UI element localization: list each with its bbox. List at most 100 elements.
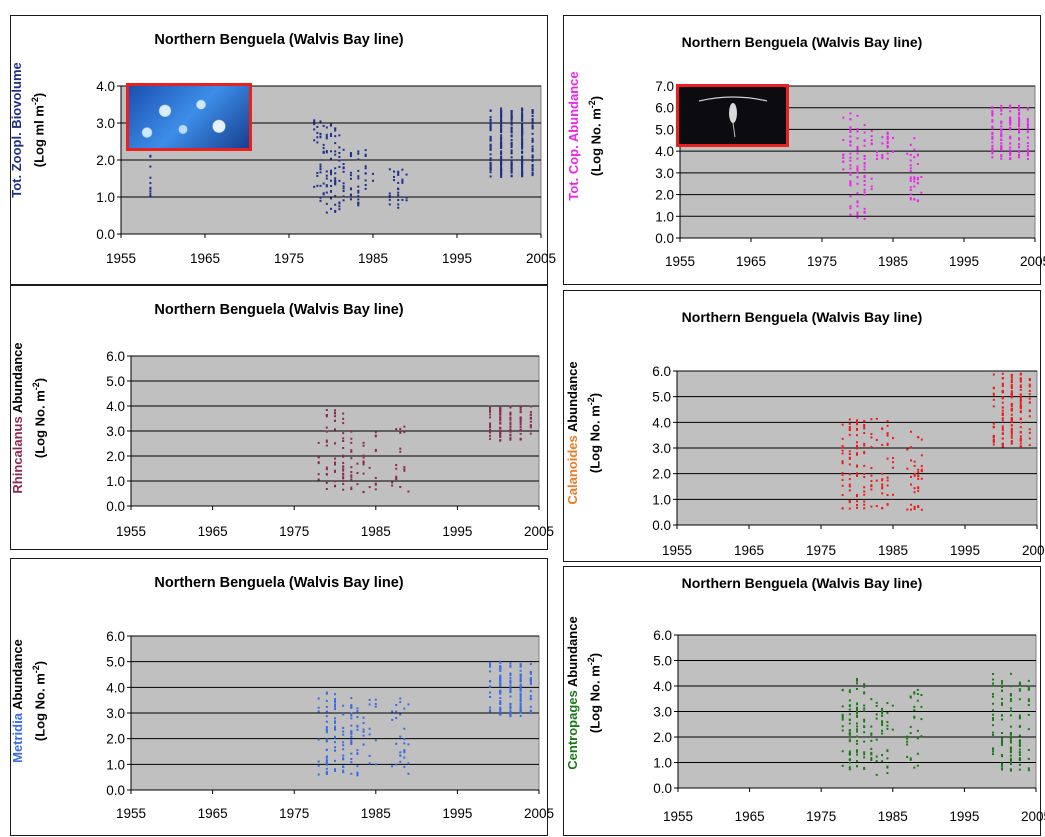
data-point <box>319 184 322 187</box>
data-point <box>863 452 866 455</box>
data-point <box>849 195 852 198</box>
data-point <box>510 151 513 154</box>
data-point <box>403 756 406 759</box>
x-tick-label: 2005 <box>1022 543 1045 558</box>
data-point <box>1009 157 1012 160</box>
data-point <box>1001 442 1004 445</box>
chart-panel-centropages: Northern Benguela (Walvis Bay line) Cent… <box>563 566 1045 836</box>
data-point <box>906 755 909 758</box>
data-point <box>848 422 851 425</box>
data-point <box>1026 149 1029 152</box>
data-point <box>356 462 359 465</box>
data-point <box>529 411 532 414</box>
data-point <box>1018 154 1021 157</box>
data-point <box>350 730 353 733</box>
data-point <box>991 112 994 115</box>
data-point <box>856 423 858 426</box>
data-point <box>1018 104 1021 107</box>
data-point <box>848 427 851 430</box>
data-point <box>397 199 400 202</box>
data-point <box>906 152 909 155</box>
data-point <box>1010 390 1013 393</box>
data-point <box>500 124 503 127</box>
data-point <box>848 758 851 761</box>
data-point <box>913 177 916 180</box>
data-point <box>841 460 844 463</box>
data-point <box>1027 748 1030 751</box>
y-tick-label: 2.0 <box>655 188 674 203</box>
data-point <box>913 148 916 151</box>
data-point <box>909 758 912 761</box>
data-point <box>519 709 522 712</box>
data-point <box>863 503 866 506</box>
data-point <box>1001 390 1004 393</box>
data-point <box>325 692 328 695</box>
data-point <box>325 767 328 770</box>
data-point <box>856 687 858 690</box>
data-point <box>521 170 524 173</box>
data-point <box>1010 386 1013 389</box>
data-series <box>841 372 1031 511</box>
data-point <box>863 154 866 157</box>
data-point <box>350 466 353 469</box>
data-point <box>319 165 322 168</box>
data-point <box>338 165 341 168</box>
data-point <box>149 182 152 185</box>
data-point <box>489 416 492 419</box>
data-point <box>1019 402 1022 405</box>
data-point <box>913 705 916 708</box>
data-point <box>863 176 866 179</box>
data-point <box>521 134 524 137</box>
data-point <box>856 728 858 731</box>
data-point <box>334 457 336 460</box>
data-point <box>519 408 522 411</box>
data-point <box>849 183 852 186</box>
data-point <box>848 768 851 771</box>
data-point <box>870 505 873 508</box>
data-point <box>529 683 532 686</box>
data-point <box>870 759 873 762</box>
data-point <box>1026 124 1029 127</box>
data-point <box>510 144 513 147</box>
data-point <box>870 484 873 487</box>
data-point <box>519 714 522 717</box>
data-point <box>325 761 328 764</box>
data-point <box>509 434 512 437</box>
data-point <box>1010 393 1013 396</box>
data-point <box>521 126 524 129</box>
data-point <box>519 677 522 680</box>
data-point <box>500 153 503 156</box>
data-point <box>500 158 503 161</box>
data-point <box>519 689 522 692</box>
data-point <box>881 136 884 139</box>
data-point <box>1009 736 1012 739</box>
data-point <box>500 164 503 167</box>
data-point <box>330 123 332 126</box>
data-point <box>342 195 345 198</box>
data-point <box>848 689 851 692</box>
data-point <box>338 151 341 154</box>
data-point <box>886 146 889 149</box>
data-point <box>1018 112 1021 115</box>
data-point <box>856 420 858 423</box>
data-point <box>357 150 360 153</box>
y-tick-label: 6.0 <box>106 629 125 644</box>
data-point <box>910 475 912 478</box>
x-tick-label: 1985 <box>361 806 391 821</box>
data-point <box>1000 139 1003 142</box>
data-point <box>489 695 492 698</box>
data-point <box>499 706 502 709</box>
data-point <box>1018 751 1021 754</box>
data-point <box>509 706 512 709</box>
data-point <box>368 727 371 730</box>
y-tick-label: 5.0 <box>653 654 672 669</box>
data-point <box>848 740 851 743</box>
data-point <box>334 470 336 473</box>
data-point <box>489 157 492 160</box>
data-point <box>357 191 360 194</box>
data-point <box>342 182 345 185</box>
data-point <box>916 178 919 181</box>
data-point <box>856 493 858 496</box>
data-point <box>500 162 503 165</box>
data-point <box>364 184 367 187</box>
